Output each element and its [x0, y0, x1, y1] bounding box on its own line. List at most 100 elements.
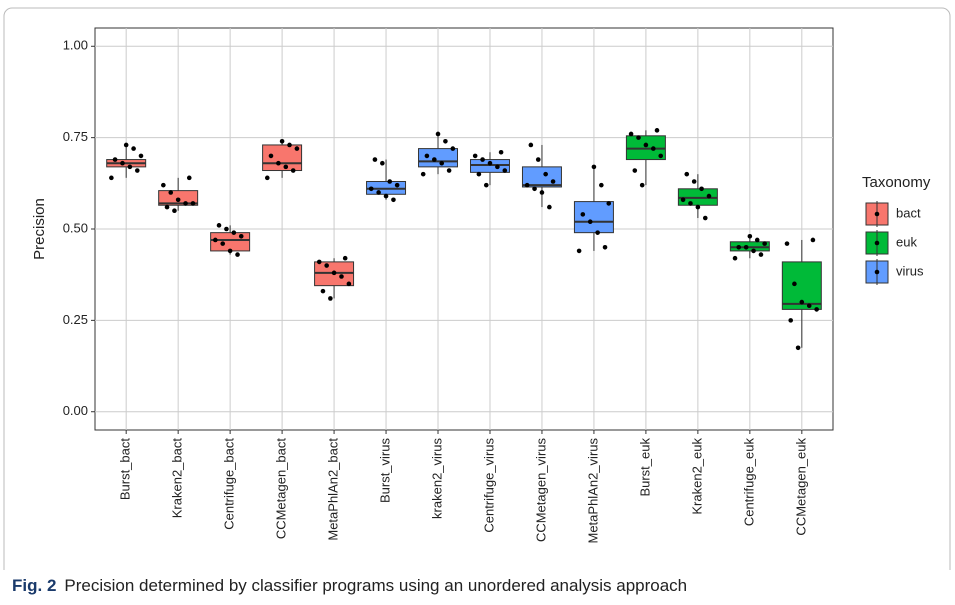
chart: Precision Taxonomy 0.00 0.25 0.50 0.75 1.00 B… [3, 7, 951, 599]
point [213, 237, 218, 243]
x-tick-label: Centrifuge_bact [222, 438, 237, 530]
point [743, 244, 749, 250]
box [418, 148, 459, 168]
x-tick-label: Kraken2_euk [689, 438, 704, 515]
point [587, 219, 593, 224]
point [806, 303, 812, 309]
y-axis-label: Precision [31, 198, 48, 260]
x-tick-label: Burst_virus [377, 438, 392, 504]
point [754, 237, 760, 243]
point [524, 182, 530, 188]
point [795, 345, 801, 351]
point [799, 299, 805, 305]
point [639, 182, 645, 188]
point [654, 128, 660, 133]
point [394, 182, 400, 188]
legend-label: bact [896, 205, 921, 220]
point [446, 168, 452, 173]
point [268, 153, 274, 159]
point [643, 142, 649, 148]
x-tick-label: Burst_bact [118, 438, 133, 501]
point [695, 204, 701, 210]
point [238, 234, 244, 239]
x-tick-label: CCMetagen_virus [533, 438, 548, 543]
point [483, 182, 489, 188]
point [602, 244, 608, 250]
point [595, 230, 600, 235]
point [550, 179, 556, 184]
point [439, 160, 445, 166]
point [498, 149, 504, 155]
point [788, 318, 794, 323]
legend-title: Taxonomy [862, 174, 931, 191]
point [339, 274, 344, 279]
y-tick-label: 0.00 [63, 403, 88, 418]
legend-key-dot [874, 269, 880, 275]
point [699, 186, 704, 192]
point [324, 263, 329, 268]
point [391, 197, 396, 203]
point [732, 255, 738, 261]
point [372, 157, 378, 162]
point [387, 179, 393, 184]
y-tick-label: 1.00 [63, 38, 88, 53]
point [383, 193, 389, 199]
point [528, 142, 534, 148]
legend-label: virus [896, 263, 924, 278]
point [702, 215, 708, 221]
point [495, 164, 500, 170]
point [127, 164, 133, 170]
point [792, 281, 797, 287]
point [320, 288, 326, 294]
point [651, 146, 656, 151]
point [535, 157, 541, 162]
point [290, 168, 296, 173]
caption-label: Fig. 2 [12, 576, 57, 595]
point [532, 186, 537, 192]
point [502, 168, 508, 173]
point [547, 204, 552, 210]
point [131, 146, 136, 151]
legend-key-dot [874, 211, 880, 217]
point [435, 131, 441, 137]
caption-text: Precision determined by classifier progr… [64, 576, 688, 595]
point [328, 296, 333, 301]
point [120, 160, 125, 166]
point [472, 153, 478, 159]
point [747, 234, 753, 239]
point [227, 248, 233, 254]
point [684, 171, 690, 177]
x-tick-label: Burst_euk [637, 438, 652, 497]
point [758, 252, 764, 257]
point [190, 201, 196, 206]
point [784, 241, 790, 246]
point [691, 179, 697, 184]
point [810, 237, 816, 243]
point [706, 193, 712, 199]
point [279, 138, 285, 144]
point [161, 182, 166, 188]
point [751, 248, 756, 254]
point [216, 223, 222, 228]
point [432, 157, 437, 162]
point [123, 142, 129, 148]
point [294, 146, 300, 151]
point [138, 153, 144, 159]
point [231, 230, 237, 235]
point [580, 212, 586, 217]
point [235, 252, 240, 257]
caption: Fig. 2 Precision determined by classifier… [12, 576, 687, 596]
point [380, 160, 385, 166]
point [476, 171, 482, 177]
point [109, 175, 114, 181]
x-tick-label: Centrifuge_virus [481, 438, 496, 533]
point [342, 255, 348, 261]
x-tick-label: Centrifuge_euk [741, 438, 756, 527]
y-tick-label: 0.75 [63, 129, 88, 144]
point [591, 164, 597, 170]
point [424, 153, 430, 159]
x-tick-label: CCMetagen_euk [793, 438, 808, 536]
legend-key-dot [874, 240, 880, 246]
point [276, 160, 281, 166]
